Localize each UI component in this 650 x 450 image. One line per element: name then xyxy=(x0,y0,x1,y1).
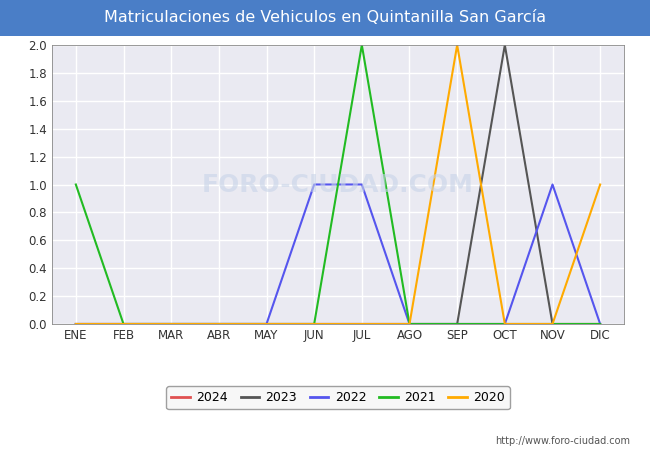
2020 xyxy=(310,321,318,327)
2021 xyxy=(167,321,175,327)
2020 xyxy=(453,42,461,48)
2021 xyxy=(549,321,556,327)
2020 xyxy=(596,182,604,187)
2024 xyxy=(453,321,461,327)
2022 xyxy=(310,182,318,187)
2024 xyxy=(215,321,223,327)
2022 xyxy=(215,321,223,327)
2021 xyxy=(310,321,318,327)
2023 xyxy=(549,321,556,327)
2024 xyxy=(358,321,366,327)
2023 xyxy=(406,321,413,327)
2024 xyxy=(406,321,413,327)
Text: FORO-CIUDAD.COM: FORO-CIUDAD.COM xyxy=(202,172,474,197)
2020 xyxy=(406,321,413,327)
2020 xyxy=(167,321,175,327)
2020 xyxy=(549,321,556,327)
2022 xyxy=(167,321,175,327)
2020 xyxy=(501,321,509,327)
2024 xyxy=(167,321,175,327)
2024 xyxy=(120,321,127,327)
2022 xyxy=(263,321,270,327)
2021 xyxy=(263,321,270,327)
2024 xyxy=(263,321,270,327)
2024 xyxy=(549,321,556,327)
2022 xyxy=(549,182,556,187)
2022 xyxy=(501,321,509,327)
2021 xyxy=(501,321,509,327)
2023 xyxy=(263,321,270,327)
2023 xyxy=(596,321,604,327)
2022 xyxy=(453,321,461,327)
2023 xyxy=(501,42,509,48)
2020 xyxy=(215,321,223,327)
2020 xyxy=(120,321,127,327)
2020 xyxy=(263,321,270,327)
2023 xyxy=(72,321,80,327)
2024 xyxy=(72,321,80,327)
2024 xyxy=(501,321,509,327)
2023 xyxy=(453,321,461,327)
2022 xyxy=(596,321,604,327)
2020 xyxy=(358,321,366,327)
Line: 2022: 2022 xyxy=(76,184,600,324)
2022 xyxy=(358,182,366,187)
2022 xyxy=(406,321,413,327)
Line: 2021: 2021 xyxy=(76,45,600,324)
2022 xyxy=(72,321,80,327)
2024 xyxy=(310,321,318,327)
Text: http://www.foro-ciudad.com: http://www.foro-ciudad.com xyxy=(495,436,630,446)
2024 xyxy=(596,321,604,327)
Line: 2023: 2023 xyxy=(76,45,600,324)
2023 xyxy=(167,321,175,327)
2023 xyxy=(120,321,127,327)
2021 xyxy=(406,321,413,327)
2021 xyxy=(453,321,461,327)
2022 xyxy=(120,321,127,327)
2021 xyxy=(120,321,127,327)
Legend: 2024, 2023, 2022, 2021, 2020: 2024, 2023, 2022, 2021, 2020 xyxy=(166,386,510,409)
2023 xyxy=(358,321,366,327)
2021 xyxy=(358,42,366,48)
2023 xyxy=(310,321,318,327)
2021 xyxy=(215,321,223,327)
2023 xyxy=(215,321,223,327)
2021 xyxy=(596,321,604,327)
2021 xyxy=(72,182,80,187)
2020 xyxy=(72,321,80,327)
Text: Matriculaciones de Vehiculos en Quintanilla San García: Matriculaciones de Vehiculos en Quintani… xyxy=(104,10,546,26)
Line: 2020: 2020 xyxy=(76,45,600,324)
